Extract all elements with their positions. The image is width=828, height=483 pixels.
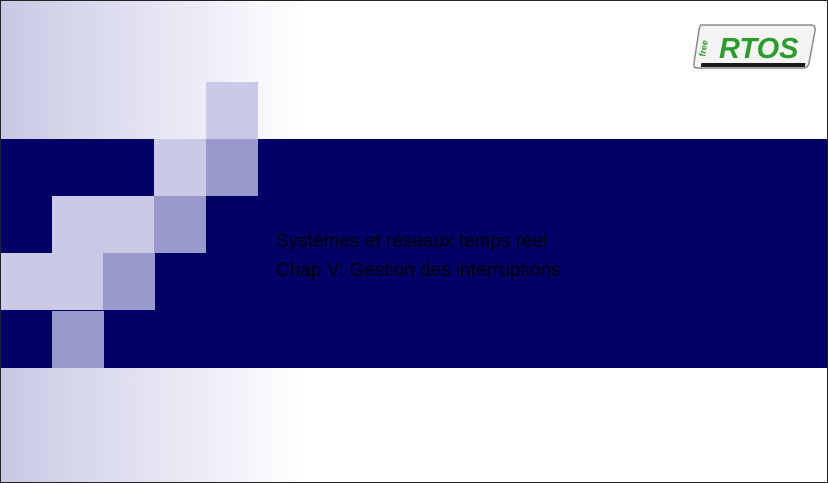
decor-square xyxy=(154,139,206,196)
decor-square xyxy=(1,253,52,310)
decor-square xyxy=(103,196,155,253)
decor-square xyxy=(154,196,206,253)
freertos-logo: free RTOS xyxy=(693,24,816,69)
slide-title: Systèmes et réseaux temps réel Chap V: G… xyxy=(276,227,560,285)
logo-name: RTOS xyxy=(719,33,799,65)
title-line-1: Systèmes et réseaux temps réel xyxy=(276,231,548,252)
decor-square xyxy=(103,253,155,310)
logo-prefix: free xyxy=(697,39,710,57)
title-line-2: Chap V: Gestion des interruptions xyxy=(276,260,561,281)
decor-square xyxy=(52,196,104,253)
decor-square xyxy=(1,196,53,253)
decor-square xyxy=(52,253,104,310)
decor-square xyxy=(206,139,258,196)
decor-square xyxy=(52,311,104,368)
decor-square xyxy=(206,82,258,139)
